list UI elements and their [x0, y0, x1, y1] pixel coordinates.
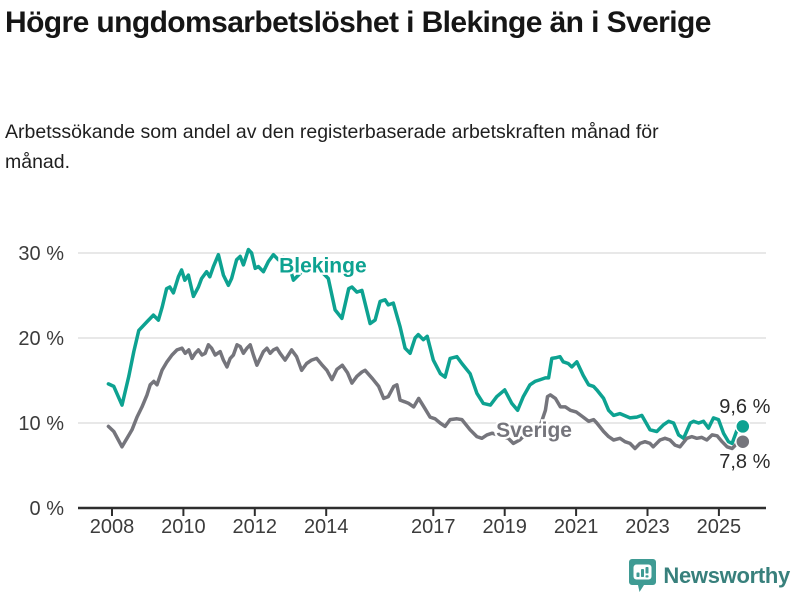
y-tick-label: 10 %	[18, 413, 64, 435]
x-tick-label: 2017	[411, 516, 456, 538]
sverige-series-label: Sverige	[496, 419, 572, 442]
x-tick-label: 2014	[304, 516, 349, 538]
blekinge-line	[106, 247, 745, 446]
sverige-line	[106, 343, 745, 451]
x-tick-label: 2019	[482, 516, 527, 538]
newsworthy-logo-icon	[629, 559, 657, 592]
x-tick-label: 2021	[554, 516, 599, 538]
x-tick-label: 2023	[625, 516, 670, 538]
x-tick-label: 2008	[90, 516, 135, 538]
y-tick-label: 0 %	[30, 498, 65, 520]
brand-name: Newsworthy	[663, 562, 790, 588]
page-title: Högre ungdomsarbetslöshet i Blekinge än …	[5, 6, 711, 39]
x-tick-label: 2012	[233, 516, 278, 538]
sverige-end-value-label: 7,8 %	[719, 451, 770, 473]
x-tick-label: 2025	[697, 516, 742, 538]
y-tick-label: 20 %	[18, 328, 64, 350]
x-tick-label: 2010	[161, 516, 206, 538]
chart-subtitle: Arbetssökande som andel av den registerb…	[5, 121, 659, 173]
sverige-end-dot	[735, 433, 751, 450]
blekinge-end-value-label: 9,6 %	[719, 396, 770, 418]
y-tick-label: 30 %	[18, 243, 64, 265]
footer: Newsworthy	[629, 559, 790, 592]
blekinge-series-label: Blekinge	[279, 255, 367, 278]
blekinge-end-dot	[735, 418, 751, 435]
